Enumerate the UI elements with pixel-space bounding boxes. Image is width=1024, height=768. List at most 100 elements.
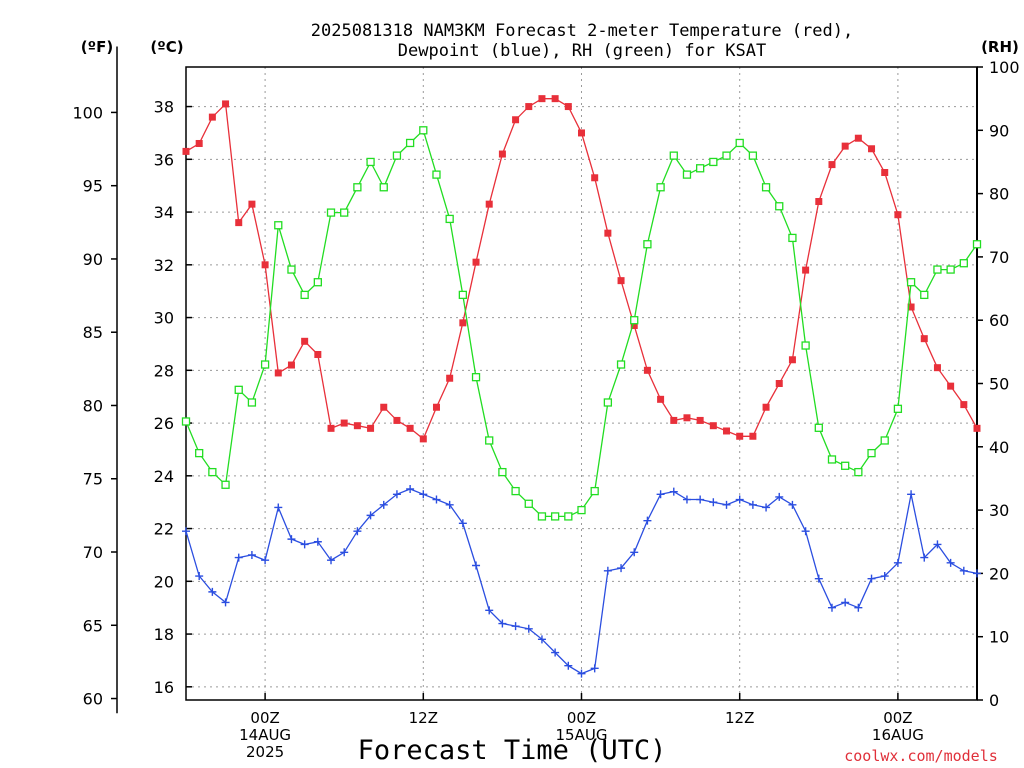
data-point	[761, 183, 771, 192]
fahrenheit-tick-label: 95	[83, 177, 103, 196]
rh-tick-label: 40	[989, 438, 1009, 457]
data-point	[762, 503, 771, 512]
data-point	[498, 619, 507, 628]
data-point	[326, 208, 336, 217]
x-tick-label: 00Z	[567, 709, 596, 727]
data-point	[406, 485, 415, 493]
data-point	[287, 265, 296, 274]
data-point	[458, 290, 468, 300]
data-point	[603, 398, 613, 407]
x-tick-label: 2025	[246, 743, 284, 761]
data-point	[590, 664, 599, 673]
data-point	[880, 436, 889, 445]
data-point	[722, 500, 731, 509]
data-point	[353, 183, 362, 192]
credit-text: coolwx.com/models	[844, 747, 998, 765]
data-point	[208, 113, 216, 121]
data-point	[301, 337, 309, 345]
data-point	[274, 503, 283, 512]
data-point	[723, 427, 731, 435]
data-point	[366, 157, 375, 167]
data-point	[234, 553, 243, 562]
celsius-tick-label: 22	[154, 520, 174, 539]
data-point	[485, 606, 494, 615]
rh-tick-label: 100	[989, 58, 1020, 77]
celsius-unit-label: (ºC)	[150, 38, 183, 56]
data-point	[907, 490, 916, 499]
data-point	[827, 603, 836, 612]
data-point	[208, 587, 217, 596]
data-point	[815, 198, 823, 206]
data-point	[867, 448, 876, 458]
data-point	[946, 265, 955, 274]
data-point	[656, 183, 665, 192]
data-point	[735, 138, 744, 148]
data-point	[405, 138, 415, 148]
data-point	[274, 369, 282, 377]
data-point	[788, 233, 797, 243]
data-point	[564, 661, 573, 670]
data-point	[551, 648, 560, 657]
data-point	[814, 423, 823, 432]
x-tick-label: 00Z	[883, 709, 912, 727]
celsius-tick-label: 18	[154, 625, 174, 644]
data-point	[709, 498, 718, 507]
data-point	[854, 603, 863, 612]
data-point	[709, 157, 718, 167]
fahrenheit-tick-label: 75	[83, 470, 103, 489]
data-point	[814, 574, 823, 583]
data-point	[195, 448, 204, 458]
data-point	[445, 500, 454, 509]
celsius-tick-label: 32	[154, 256, 174, 275]
series-line	[185, 98, 978, 440]
fahrenheit-unit-label: (ºF)	[81, 38, 113, 56]
rh-tick-label: 70	[989, 248, 1009, 267]
data-point	[880, 572, 889, 581]
data-point	[682, 495, 691, 504]
data-point	[432, 403, 440, 411]
data-point	[591, 174, 599, 182]
data-point	[590, 486, 599, 496]
rh-tick-label: 80	[989, 185, 1009, 204]
data-point	[788, 500, 797, 509]
data-point	[379, 183, 388, 192]
data-point	[683, 414, 691, 422]
data-point	[933, 265, 942, 274]
data-point	[578, 129, 585, 137]
data-point	[881, 169, 889, 176]
x-axis-label: Forecast Time (UTC)	[358, 735, 667, 766]
data-point	[472, 258, 480, 266]
data-point	[736, 432, 744, 440]
data-point	[287, 361, 295, 369]
data-point	[247, 398, 257, 407]
data-point	[947, 382, 955, 390]
chart-title-line-1: 2025081318 NAM3KM Forecast 2-meter Tempe…	[311, 21, 853, 41]
data-point	[841, 142, 849, 150]
data-point	[392, 151, 402, 160]
data-point	[525, 103, 533, 111]
data-point	[458, 519, 467, 528]
data-point	[682, 170, 692, 179]
data-point	[709, 422, 717, 430]
data-point	[630, 548, 639, 557]
data-point	[471, 373, 481, 382]
data-point	[749, 432, 757, 440]
data-point	[656, 490, 665, 499]
data-point	[261, 261, 269, 269]
data-point	[392, 490, 401, 499]
data-point	[300, 540, 309, 549]
data-point	[933, 364, 941, 372]
data-point	[906, 278, 916, 287]
data-point	[432, 170, 441, 179]
data-point	[380, 403, 388, 411]
data-point	[643, 240, 652, 249]
data-point	[868, 145, 876, 153]
x-tick-label: 15AUG	[556, 726, 608, 744]
data-point	[867, 574, 876, 583]
data-point	[498, 150, 506, 158]
data-point	[828, 161, 836, 169]
data-point	[893, 558, 902, 567]
data-point	[920, 335, 928, 343]
data-point	[485, 200, 493, 208]
